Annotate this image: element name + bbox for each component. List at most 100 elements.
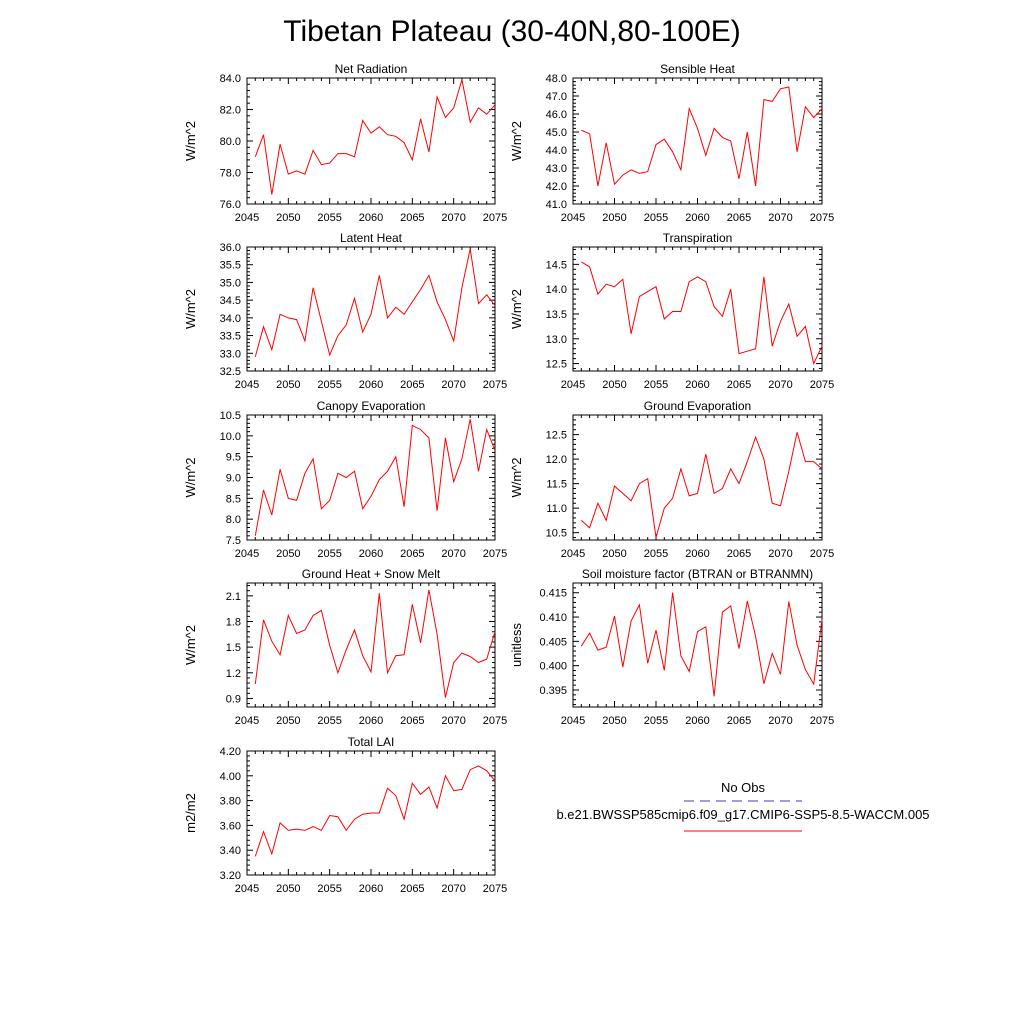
x-tick-label: 2075 — [810, 212, 834, 224]
x-tick-label: 2070 — [768, 548, 792, 560]
x-tick-label: 2060 — [685, 715, 709, 727]
y-tick-label: 1.2 — [226, 668, 241, 680]
plot-frame — [246, 246, 496, 372]
panel-title: Net Radiation — [335, 62, 408, 76]
y-tick-label: 4.20 — [220, 746, 241, 758]
y-tick-label: 41.0 — [546, 199, 567, 211]
x-tick-label: 2065 — [727, 379, 751, 391]
x-tick-label: 2050 — [276, 715, 300, 727]
x-tick-label: 2050 — [602, 715, 626, 727]
y-tick-label: 43.0 — [546, 163, 567, 175]
x-tick-label: 2060 — [359, 212, 383, 224]
x-tick-label: 2060 — [359, 715, 383, 727]
x-tick-label: 2070 — [441, 883, 465, 895]
panel-canopy-evaporation: Canopy Evaporation W/m^2 2045 2050 2055 2060 2… — [183, 399, 507, 560]
y-tick-label: 84.0 — [220, 73, 241, 85]
y-tick-label: 80.0 — [220, 136, 241, 148]
x-tick-label: 2050 — [602, 379, 626, 391]
x-tick-label: 2070 — [441, 379, 465, 391]
panel-title: Transpiration — [663, 231, 733, 245]
y-tick-label: 3.20 — [220, 870, 241, 882]
x-tick-label: 2075 — [810, 548, 834, 560]
y-tick-label: 32.5 — [220, 366, 241, 378]
panel-title: Sensible Heat — [660, 62, 735, 76]
legend-label-model: b.e21.BWSSP585cmip6.f09_g17.CMIP6-SSP5-8… — [556, 807, 929, 822]
series-line — [580, 432, 823, 538]
x-tick-label: 2070 — [441, 715, 465, 727]
x-tick-label: 2075 — [483, 548, 507, 560]
panel-latent-heat: Latent Heat W/m^2 2045 2050 2055 2060 2065 2070… — [183, 231, 507, 391]
y-tick-label: 2.1 — [226, 591, 241, 603]
y-tick-label: 1.5 — [226, 642, 241, 654]
y-tick-label: 12.5 — [546, 430, 567, 442]
plot-frame — [572, 77, 823, 205]
x-tick-label: 2075 — [810, 715, 834, 727]
y-axis-label: W/m^2 — [183, 625, 198, 665]
y-tick-label: 0.9 — [226, 693, 241, 705]
y-tick-label: 0.395 — [539, 685, 567, 697]
y-tick-label: 13.5 — [546, 309, 567, 321]
x-tick-label: 2045 — [235, 715, 259, 727]
y-axis-label: W/m^2 — [183, 289, 198, 329]
plot-frame — [572, 582, 823, 708]
x-tick-label: 2055 — [317, 883, 341, 895]
y-tick-label: 0.415 — [539, 588, 567, 600]
x-tick-label: 2045 — [561, 715, 585, 727]
y-tick-label: 48.0 — [546, 73, 567, 85]
panel-title: Latent Heat — [340, 231, 403, 245]
x-tick-label: 2055 — [317, 715, 341, 727]
panel-title: Canopy Evaporation — [317, 399, 426, 413]
x-tick-label: 2060 — [359, 883, 383, 895]
y-tick-label: 0.410 — [539, 612, 567, 624]
y-axis-label: W/m^2 — [509, 121, 524, 161]
x-tick-label: 2070 — [768, 715, 792, 727]
panel-soil-moisture-factor-btran-or-btranmn: Soil moisture factor (BTRAN or BTRANMN) u… — [509, 567, 834, 727]
y-tick-label: 14.0 — [546, 284, 567, 296]
x-tick-label: 2055 — [644, 212, 668, 224]
y-tick-label: 10.0 — [220, 431, 241, 443]
panel-total-lai: Total LAI m2/m2 2045 2050 2055 2060 2065 2070 20… — [183, 735, 507, 895]
x-tick-label: 2050 — [602, 212, 626, 224]
y-tick-label: 44.0 — [546, 145, 567, 157]
panel-transpiration: Transpiration W/m^2 2045 2050 2055 2060 2065 20… — [509, 231, 834, 391]
x-tick-label: 2045 — [561, 212, 585, 224]
panel-title: Ground Heat + Snow Melt — [302, 567, 441, 581]
panel-ground-evaporation: Ground Evaporation W/m^2 2045 2050 2055 2060 2… — [509, 399, 834, 560]
x-tick-label: 2055 — [317, 379, 341, 391]
y-tick-label: 45.0 — [546, 127, 567, 139]
x-tick-label: 2050 — [276, 379, 300, 391]
y-tick-label: 0.405 — [539, 636, 567, 648]
y-tick-label: 47.0 — [546, 91, 567, 103]
x-tick-label: 2065 — [400, 379, 424, 391]
series-line — [581, 86, 823, 187]
series-line — [581, 261, 823, 366]
x-tick-label: 2060 — [685, 379, 709, 391]
plot-frame — [572, 246, 823, 372]
y-axis-label: W/m^2 — [183, 121, 198, 161]
x-tick-label: 2055 — [317, 548, 341, 560]
x-tick-label: 2050 — [276, 548, 300, 560]
x-tick-label: 2065 — [727, 715, 751, 727]
y-tick-label: 82.0 — [220, 105, 241, 117]
x-tick-label: 2070 — [441, 212, 465, 224]
x-tick-label: 2075 — [483, 212, 507, 224]
y-tick-label: 3.80 — [220, 796, 241, 808]
x-tick-label: 2045 — [235, 212, 259, 224]
x-tick-label: 2060 — [359, 379, 383, 391]
plot-frame — [246, 77, 496, 205]
y-tick-label: 76.0 — [220, 199, 241, 211]
y-tick-label: 46.0 — [546, 109, 567, 121]
panels: Net Radiation W/m^2 2045 2050 2055 2060 2065 20… — [183, 62, 834, 895]
y-tick-label: 9.0 — [226, 473, 241, 485]
panel-net-radiation: Net Radiation W/m^2 2045 2050 2055 2060 2065 20… — [183, 62, 507, 224]
plot-frame — [572, 414, 823, 541]
x-tick-label: 2075 — [483, 715, 507, 727]
y-tick-label: 10.5 — [546, 528, 567, 540]
x-tick-label: 2070 — [768, 379, 792, 391]
plot-frame — [246, 582, 496, 708]
y-tick-label: 42.0 — [546, 181, 567, 193]
x-tick-label: 2050 — [276, 883, 300, 895]
panel-title: Soil moisture factor (BTRAN or BTRANMN) — [582, 567, 813, 581]
x-tick-label: 2060 — [685, 212, 709, 224]
